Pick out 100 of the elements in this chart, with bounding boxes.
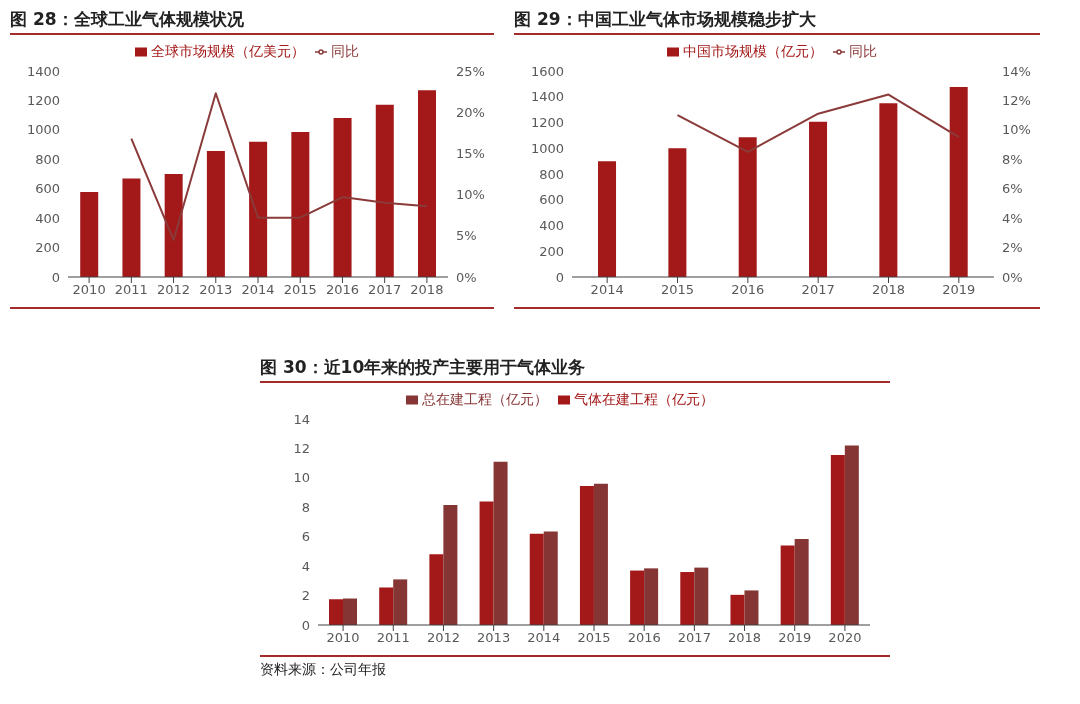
y-tick-label: 1200 [26, 93, 60, 109]
bar [343, 598, 358, 625]
x-tick-label: 2014 [590, 282, 624, 298]
x-tick-label: 2013 [199, 282, 233, 298]
bar [80, 191, 99, 277]
bar [291, 132, 310, 277]
chart-title: 图 29：中国工业气体市场规模稳步扩大 [514, 8, 1040, 35]
y-tick-label: 1200 [530, 115, 564, 131]
y-tick-label: 400 [539, 218, 564, 234]
x-tick-label: 2012 [157, 282, 191, 298]
x-tick-label: 2010 [72, 282, 106, 298]
x-tick-label: 2014 [527, 630, 561, 646]
y-tick-label: 8 [301, 499, 310, 515]
y-tick-label: 1600 [530, 63, 564, 79]
y-tick-label: 1400 [26, 63, 60, 79]
x-tick-label: 2018 [410, 282, 444, 298]
bar [429, 554, 444, 625]
bar [830, 455, 845, 625]
bar [844, 445, 859, 625]
y-tick-label: 600 [539, 192, 564, 208]
bar [379, 587, 394, 625]
y2-tick-label: 20% [456, 104, 485, 120]
x-tick-label: 2015 [577, 630, 611, 646]
bar [879, 103, 898, 277]
bar [418, 90, 436, 277]
y-tick-label: 1400 [530, 89, 564, 105]
bar [333, 118, 352, 277]
y2-tick-label: 15% [456, 146, 485, 162]
bar [593, 483, 608, 625]
x-tick-label: 2016 [731, 282, 765, 298]
legend-label: 中国市场规模（亿元） [683, 43, 823, 59]
y2-tick-label: 0% [456, 269, 477, 285]
y2-tick-label: 10% [1002, 122, 1031, 138]
x-tick-label: 2015 [283, 282, 317, 298]
y2-tick-label: 10% [456, 187, 485, 203]
x-tick-label: 2017 [368, 282, 402, 298]
y-tick-label: 1000 [26, 122, 60, 138]
x-tick-label: 2011 [376, 630, 410, 646]
y2-tick-label: 4% [1002, 210, 1023, 226]
y-tick-label: 600 [35, 181, 60, 197]
x-tick-label: 2019 [942, 282, 976, 298]
bar [479, 501, 494, 625]
x-tick-label: 2010 [326, 630, 360, 646]
x-tick-label: 2011 [114, 282, 148, 298]
legend-label: 同比 [331, 43, 359, 59]
x-tick-label: 2019 [778, 630, 812, 646]
legend-label: 总在建工程（亿元） [422, 391, 548, 407]
bar [443, 505, 458, 625]
line-series [676, 93, 960, 153]
bar [694, 567, 709, 625]
bar [329, 599, 344, 625]
bar [206, 150, 225, 277]
y-tick-label: 0 [555, 269, 564, 285]
line-series [130, 92, 428, 241]
y-tick-label: 800 [539, 166, 564, 182]
y-tick-label: 800 [35, 151, 60, 167]
x-tick-label: 2016 [627, 630, 661, 646]
y-tick-label: 10 [293, 470, 310, 486]
bar [794, 538, 809, 625]
y-tick-label: 0 [51, 269, 60, 285]
bar [630, 570, 645, 625]
bar [744, 590, 759, 625]
y2-tick-label: 0% [1002, 269, 1023, 285]
bar [493, 461, 508, 625]
y-tick-label: 1000 [530, 140, 564, 156]
bar [543, 531, 558, 625]
y-tick-label: 200 [35, 240, 60, 256]
y-tick-label: 0 [301, 617, 310, 633]
bar [529, 533, 544, 625]
y2-tick-label: 5% [456, 228, 477, 244]
bar [122, 178, 141, 277]
x-tick-label: 2016 [325, 282, 359, 298]
bar [949, 87, 968, 277]
y2-tick-label: 8% [1002, 151, 1023, 167]
y2-tick-label: 6% [1002, 181, 1023, 197]
bar [579, 485, 594, 625]
x-tick-label: 2020 [828, 630, 862, 646]
y-tick-label: 12 [293, 441, 310, 457]
bar [738, 137, 757, 277]
y2-tick-label: 14% [1002, 63, 1031, 79]
y2-tick-label: 2% [1002, 240, 1023, 256]
y-tick-label: 14 [293, 411, 310, 427]
bar [644, 568, 659, 625]
legend-label: 同比 [849, 43, 877, 59]
bar [393, 579, 408, 625]
legend-label: 全球市场规模（亿美元） [151, 43, 305, 59]
y2-tick-label: 12% [1002, 93, 1031, 109]
y-tick-label: 200 [539, 243, 564, 259]
x-tick-label: 2015 [660, 282, 695, 298]
y-tick-label: 400 [35, 210, 60, 226]
text: 资料来源：公司年报 [260, 661, 387, 679]
bar [375, 104, 394, 277]
y-tick-label: 4 [301, 558, 310, 574]
x-tick-label: 2017 [677, 630, 711, 646]
bar [164, 174, 183, 277]
x-tick-label: 2018 [728, 630, 762, 646]
x-tick-label: 2018 [871, 282, 906, 298]
legend-label: 气体在建工程（亿元） [574, 391, 714, 407]
bar [668, 148, 687, 277]
x-tick-label: 2012 [426, 630, 460, 646]
